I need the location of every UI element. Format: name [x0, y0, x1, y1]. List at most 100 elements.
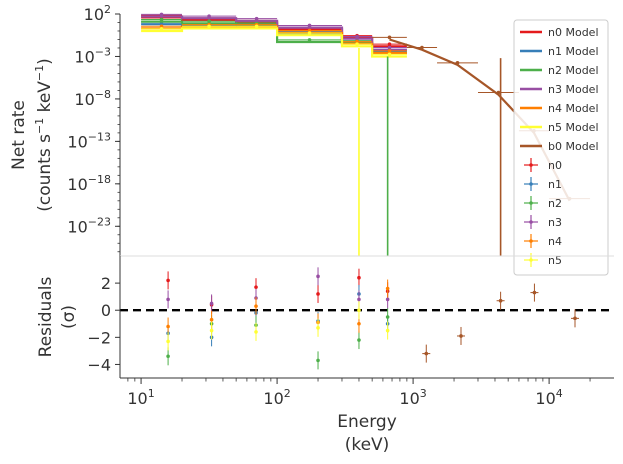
- residual-point-b0-3: [532, 290, 537, 295]
- data-point-n3-5: [387, 45, 392, 50]
- residual-point-n0-0: [166, 278, 170, 283]
- data-point-n2-1: [207, 19, 211, 24]
- legend-data-label-3: n3: [548, 216, 562, 229]
- data-point-n5-1: [207, 24, 211, 29]
- residual-point-n5-0: [166, 339, 170, 344]
- legend-model-label-0: n0 Model: [548, 26, 599, 39]
- legend-data-dot-1: [529, 182, 533, 186]
- bottom-ytick-label-1: 0: [101, 301, 111, 320]
- data-point-n2-0: [159, 17, 164, 22]
- data-point-n5-5: [387, 52, 392, 57]
- bottom-ylabel-line2: (σ): [59, 305, 79, 329]
- legend-data-label-0: n0: [548, 159, 562, 172]
- bottom-y-ticks: 2 0 −2 −4: [87, 274, 120, 374]
- residual-point-b0-2: [498, 298, 503, 303]
- data-point-n3-2: [254, 16, 259, 21]
- residual-point-n4-1: [209, 317, 214, 322]
- top-ylabel-line2: (counts s−1 keV−1): [33, 58, 55, 212]
- residual-point-n2-4: [357, 338, 361, 342]
- bottom-panel: 2 0 −2 −4 101 102 103 104 Residuals (σ) Energy…: [36, 255, 614, 455]
- residual-point-b0-0: [424, 351, 429, 356]
- top-ytick-label-0: 102: [84, 3, 111, 24]
- data-point-n4-4: [355, 39, 359, 44]
- bottom-x-ticks: 101 102 103 104: [127, 378, 591, 408]
- legend-data-label-1: n1: [548, 178, 562, 191]
- data-point-b0-1: [420, 45, 424, 50]
- residual-point-n4-4: [357, 321, 361, 326]
- residual-point-n3-0: [166, 297, 170, 302]
- data-point-n5-0: [159, 27, 164, 31]
- top-ylabel-line1: Net rate: [9, 100, 29, 170]
- top-ytick-label-4: 10−18: [67, 173, 111, 194]
- residual-point-n5-2: [254, 330, 258, 334]
- legend-data-label-4: n4: [548, 235, 562, 248]
- residual-point-n3-1: [209, 301, 214, 306]
- residual-point-b0-4: [573, 316, 577, 321]
- top-y-ticks: 102 10−3 10−8 10−13 10−18 10−23: [67, 3, 120, 253]
- xtick-label-0: 101: [127, 387, 154, 408]
- residual-point-n0-2: [254, 285, 258, 289]
- data-point-n5-4: [355, 42, 359, 46]
- legend-box: [513, 19, 609, 276]
- legend-data-dot-2: [529, 201, 533, 205]
- legend-data-dot-5: [529, 258, 533, 262]
- residual-point-n3-3: [316, 274, 320, 279]
- legend-model-label-2: n2 Model: [548, 64, 599, 77]
- residual-point-n2-5: [385, 315, 390, 319]
- bottom-ytick-label-3: −4: [87, 355, 111, 374]
- top-ytick-label-3: 10−13: [67, 130, 111, 151]
- residual-point-n0-3: [316, 292, 320, 296]
- residual-point-n4-0: [166, 324, 170, 329]
- bottom-plot-area: [120, 267, 614, 370]
- data-point-n3-0: [159, 12, 164, 17]
- residual-point-n5-1: [209, 328, 214, 333]
- residual-point-n4-2: [254, 304, 258, 308]
- data-point-b0-3: [496, 90, 501, 95]
- bottom-ylabel-line1: Residuals: [36, 277, 56, 358]
- legend-model-label-1: n1 Model: [548, 45, 599, 58]
- legend-data-label-5: n5: [548, 254, 562, 267]
- legend-model-label-5: n5 Model: [548, 121, 599, 134]
- data-point-b0-2: [455, 61, 460, 65]
- data-point-n3-3: [307, 23, 312, 28]
- residual-point-n0-4: [357, 275, 361, 280]
- data-point-n5-2: [254, 24, 259, 29]
- data-point-n2-3: [307, 38, 312, 42]
- top-ytick-label-2: 10−8: [74, 88, 111, 109]
- model-line-n3: [141, 15, 407, 51]
- legend-data-dot-4: [529, 239, 533, 243]
- legend-data-dot-0: [529, 163, 533, 167]
- bottom-ytick-label-0: 2: [101, 274, 111, 293]
- legend-data-label-2: n2: [548, 197, 562, 210]
- residual-point-n5-4: [357, 308, 361, 313]
- legend-data-dot-3: [529, 220, 533, 224]
- residual-point-n2-3: [316, 358, 320, 363]
- data-point-b0-0: [387, 35, 392, 40]
- top-ytick-label-1: 10−3: [74, 45, 111, 66]
- x-axis-label-line2: (keV): [345, 435, 390, 455]
- residual-point-n3-5: [385, 297, 390, 302]
- data-point-n4-0: [159, 24, 164, 29]
- data-point-n4-3: [307, 28, 312, 33]
- bottom-ytick-label-2: −2: [87, 328, 111, 347]
- top-ytick-label-5: 10−23: [67, 215, 111, 236]
- xtick-label-3: 104: [535, 387, 562, 408]
- data-point-n5-3: [307, 31, 312, 35]
- legend: n0 Model n1 Model n2 Model n3 Model n4 Model…: [513, 19, 609, 276]
- data-point-n3-4: [355, 34, 359, 39]
- legend-model-label-6: b0 Model: [548, 140, 599, 153]
- residual-point-b0-1: [459, 334, 463, 338]
- legend-model-label-4: n4 Model: [548, 102, 599, 115]
- residual-point-n5-5: [385, 328, 390, 333]
- x-axis-label-line1: Energy: [337, 412, 397, 432]
- residual-point-n5-3: [316, 326, 320, 330]
- data-point-n4-5: [387, 49, 392, 53]
- residual-point-n2-0: [166, 354, 170, 359]
- top-panel: 102 10−3 10−8 10−13 10−18 10−23 Net rate (cou…: [9, 3, 609, 276]
- xtick-label-2: 103: [399, 387, 426, 408]
- data-point-n0-5: [387, 42, 392, 46]
- residual-point-n4-5: [385, 286, 390, 291]
- data-point-n3-1: [207, 14, 211, 18]
- legend-model-label-3: n3 Model: [548, 83, 599, 96]
